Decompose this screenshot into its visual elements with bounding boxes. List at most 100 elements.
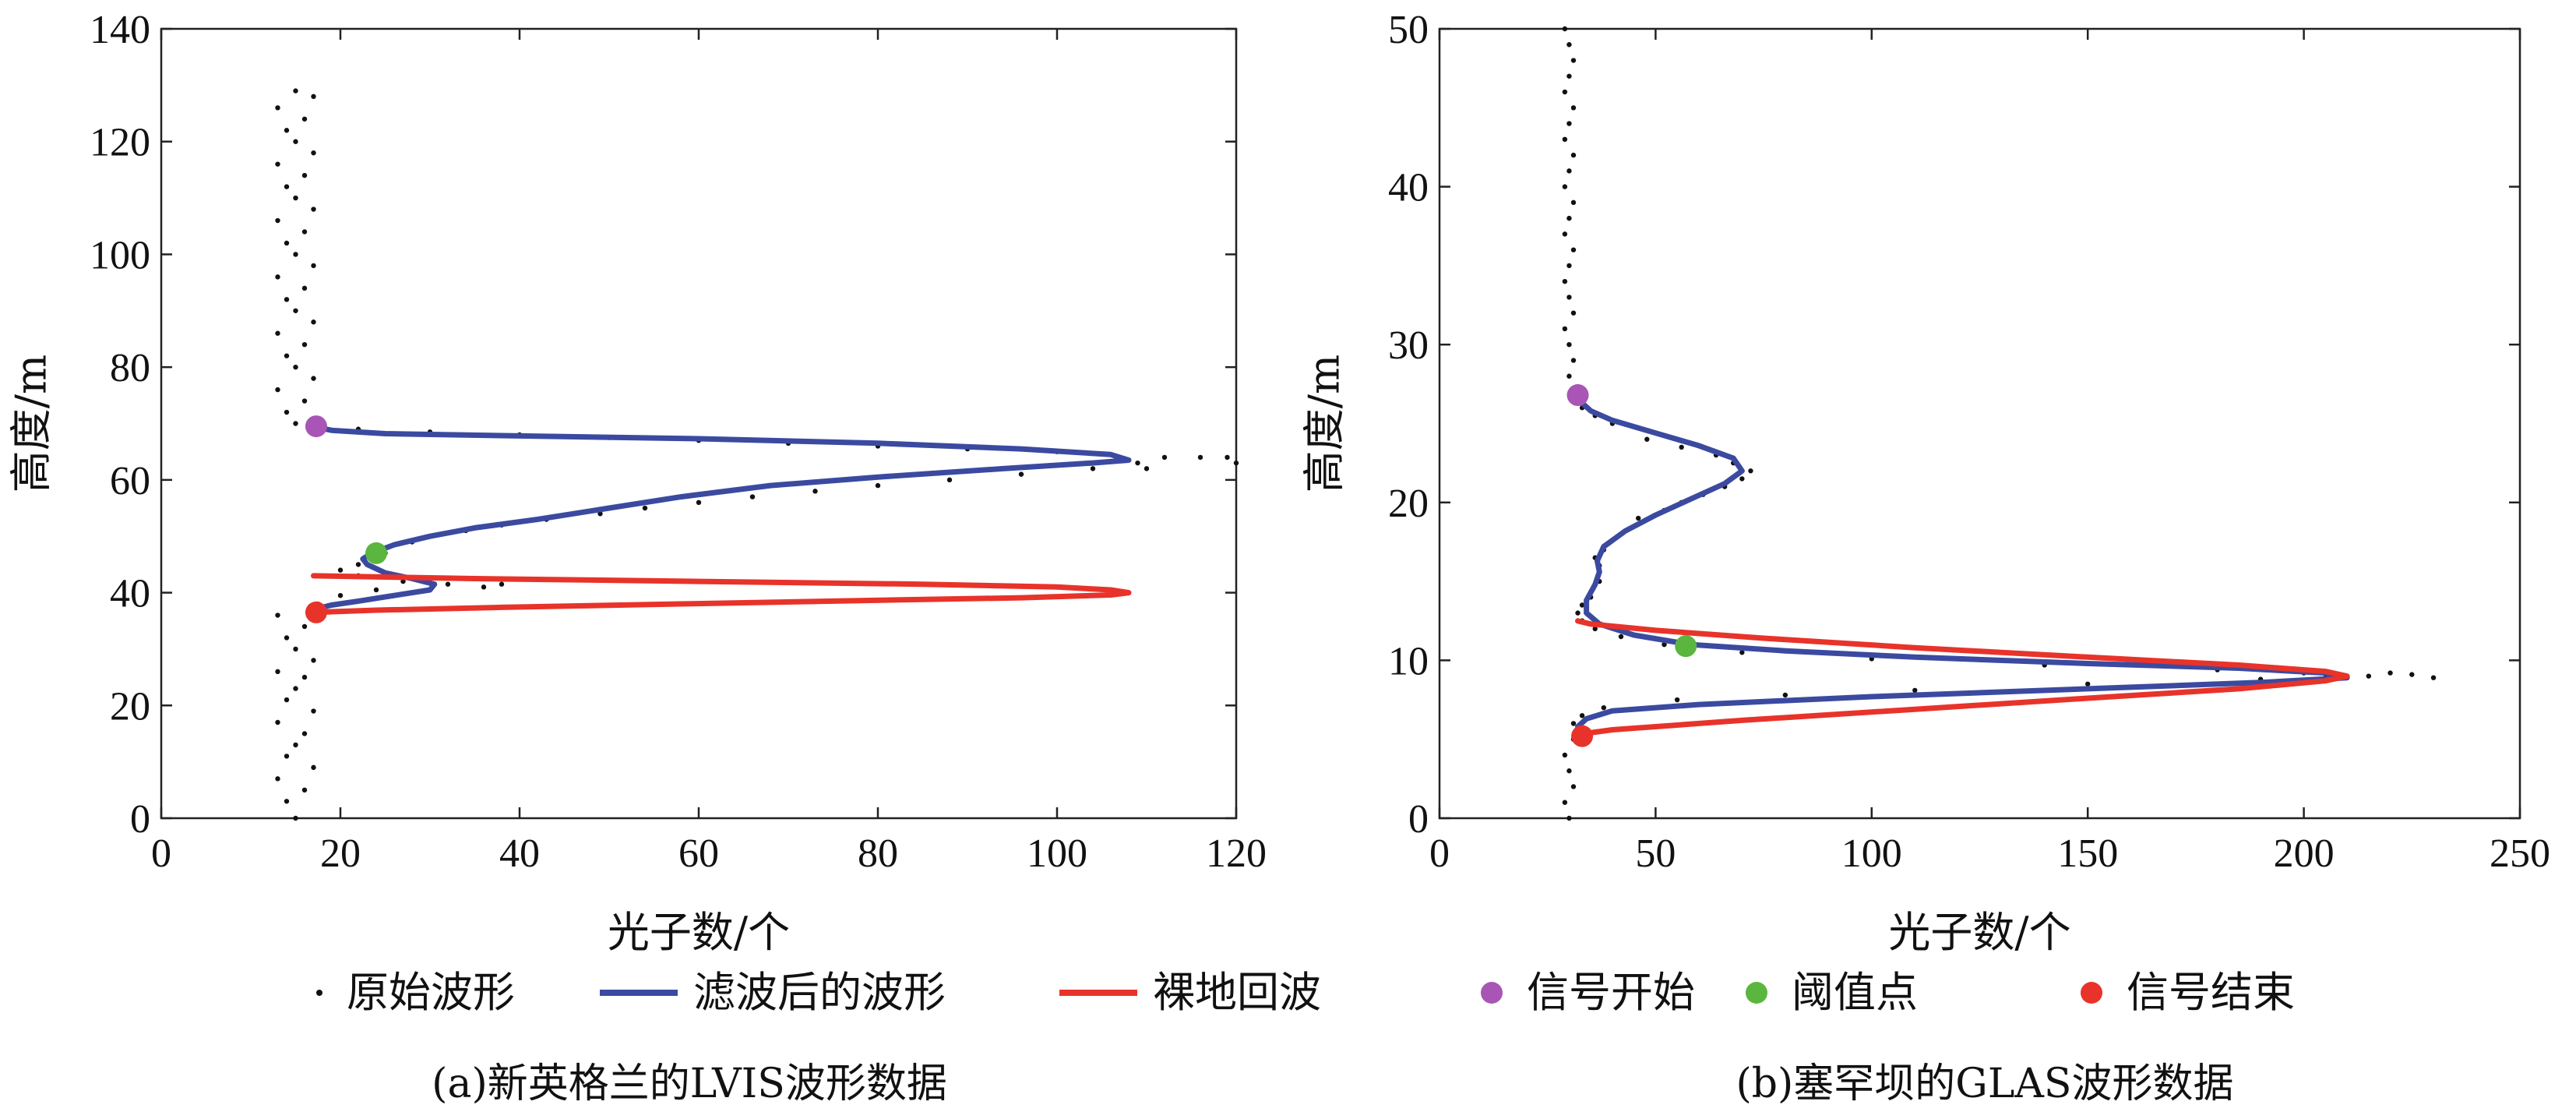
raw-point bbox=[1566, 215, 1572, 221]
raw-point bbox=[293, 686, 298, 691]
raw-point bbox=[1662, 641, 1667, 648]
raw-point bbox=[301, 787, 308, 793]
ground-return-line bbox=[311, 573, 1132, 616]
raw-point bbox=[1570, 105, 1577, 111]
raw-point bbox=[812, 489, 818, 494]
raw-point bbox=[445, 581, 451, 587]
caption-a: (a)新英格兰的LVIS波形数据 bbox=[432, 1061, 947, 1107]
x-tick-label: 50 bbox=[1635, 831, 1676, 876]
raw-point bbox=[597, 511, 603, 517]
x-tick-label: 120 bbox=[1206, 831, 1267, 876]
raw-point bbox=[1566, 342, 1572, 348]
raw-point bbox=[301, 623, 308, 630]
raw-point bbox=[1575, 610, 1580, 616]
raw-point bbox=[275, 612, 280, 618]
raw-point bbox=[1562, 184, 1568, 189]
y-tick-label: 140 bbox=[90, 8, 150, 52]
raw-point bbox=[1748, 468, 1753, 474]
y-tick-label: 40 bbox=[1388, 166, 1429, 210]
raw-point bbox=[301, 342, 308, 348]
raw-point bbox=[1197, 454, 1203, 461]
legend-symbol-marker bbox=[1481, 982, 1503, 1004]
raw-point bbox=[311, 764, 316, 771]
raw-point bbox=[1135, 460, 1140, 466]
raw-point bbox=[311, 94, 316, 100]
raw-point bbox=[1570, 784, 1577, 789]
x-tick-label: 150 bbox=[2057, 831, 2118, 876]
raw-point bbox=[696, 499, 702, 505]
raw-point bbox=[946, 477, 953, 483]
raw-point bbox=[1592, 626, 1598, 632]
y-tick-label: 80 bbox=[110, 346, 150, 390]
raw-point bbox=[1018, 471, 1024, 477]
x-tick-label: 250 bbox=[2490, 831, 2550, 876]
raw-point bbox=[1566, 295, 1572, 300]
raw-point bbox=[293, 646, 298, 652]
legend-label: 滤波后的波形 bbox=[693, 968, 946, 1017]
y-axis-title: 高度/m bbox=[1300, 355, 1349, 492]
raw-point bbox=[1912, 687, 1918, 694]
y-tick-label: 100 bbox=[90, 233, 150, 277]
x-tick-label: 80 bbox=[858, 831, 898, 876]
y-tick-label: 20 bbox=[110, 684, 150, 729]
raw-point bbox=[284, 297, 290, 302]
x-tick-label: 100 bbox=[1841, 831, 1902, 876]
raw-point bbox=[293, 308, 298, 313]
threshold-marker bbox=[365, 542, 387, 564]
y-tick-label: 20 bbox=[1388, 482, 1429, 526]
raw-point bbox=[284, 635, 290, 641]
legend-label: 阈值点 bbox=[1792, 968, 1918, 1017]
x-tick-label: 200 bbox=[2274, 831, 2335, 876]
raw-point bbox=[1570, 152, 1577, 158]
raw-point bbox=[293, 88, 298, 94]
y-tick-label: 0 bbox=[130, 797, 150, 842]
caption-b: (b)塞罕坝的GLAS波形数据 bbox=[1736, 1061, 2233, 1107]
raw-point bbox=[293, 815, 298, 821]
raw-point bbox=[311, 658, 316, 663]
raw-point bbox=[1562, 800, 1568, 805]
raw-point bbox=[275, 776, 280, 782]
raw-point bbox=[1562, 136, 1568, 143]
raw-point bbox=[2409, 672, 2415, 677]
raw-point bbox=[1566, 373, 1572, 379]
raw-point bbox=[1679, 444, 1684, 450]
raw-point bbox=[1233, 460, 1239, 466]
raw-point bbox=[1566, 768, 1572, 774]
raw-point bbox=[1570, 199, 1577, 206]
signal-start-marker bbox=[305, 415, 327, 438]
legend-label: 裸地回波 bbox=[1153, 968, 1321, 1017]
raw-point bbox=[275, 719, 280, 725]
raw-point bbox=[355, 562, 361, 567]
raw-point bbox=[293, 421, 298, 426]
chart-panel-a: 0 20 40 60 80 100 120 0 20 40 60 80 100 120 140 光子数/个 高度… bbox=[7, 8, 1267, 957]
raw-point bbox=[311, 376, 316, 381]
raw-point bbox=[284, 799, 290, 804]
raw-point bbox=[1566, 42, 1572, 48]
legend-symbol-marker bbox=[2081, 982, 2102, 1004]
raw-point bbox=[275, 387, 280, 393]
raw-point bbox=[1579, 713, 1585, 718]
raw-point bbox=[311, 319, 316, 325]
raw-point bbox=[1562, 326, 1568, 332]
x-tick-label: 0 bbox=[1429, 831, 1450, 876]
raw-point bbox=[1570, 358, 1577, 363]
plot-frame bbox=[1438, 27, 2521, 820]
signal-end-marker bbox=[305, 601, 327, 623]
raw-point bbox=[337, 567, 344, 573]
raw-point bbox=[301, 229, 308, 235]
raw-point bbox=[1739, 476, 1745, 482]
x-axis-title: 光子数/个 bbox=[608, 908, 790, 957]
raw-point bbox=[2366, 673, 2372, 679]
raw-point bbox=[301, 285, 308, 291]
raw-point bbox=[284, 128, 290, 133]
ground-return-line bbox=[1575, 618, 2350, 738]
raw-point bbox=[1570, 247, 1577, 252]
raw-point bbox=[284, 353, 290, 358]
raw-point bbox=[301, 731, 308, 736]
raw-point bbox=[301, 398, 308, 404]
legend-symbol-marker bbox=[1746, 982, 1767, 1004]
raw-point bbox=[642, 505, 648, 511]
raw-point bbox=[301, 116, 308, 122]
filtered-waveform-line bbox=[1575, 392, 2350, 729]
